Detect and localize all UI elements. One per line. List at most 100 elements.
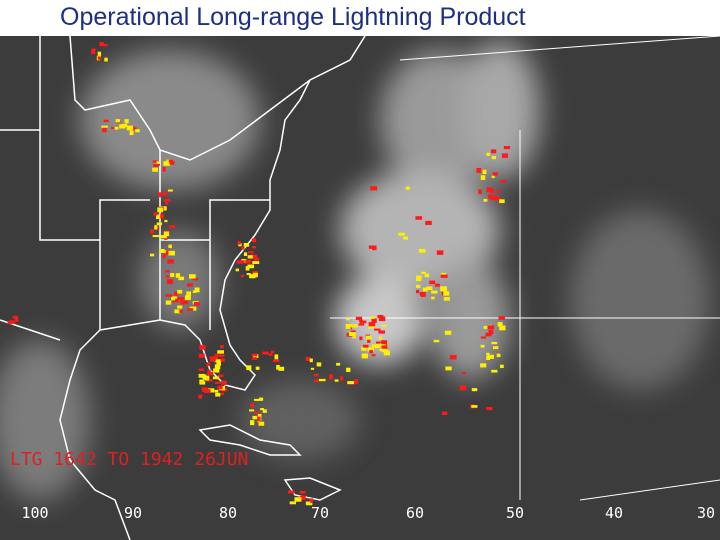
lightning-strike xyxy=(444,330,452,335)
lightning-strike xyxy=(210,357,216,362)
slide-title: Operational Long-range Lightning Product xyxy=(60,3,526,31)
lightning-strike xyxy=(491,156,496,160)
lightning-strike xyxy=(370,316,375,320)
longitude-label: 80 xyxy=(219,504,237,522)
lightning-strike xyxy=(163,161,171,166)
lightning-strike xyxy=(246,273,251,276)
lightning-strike xyxy=(243,252,248,257)
lightning-strike xyxy=(198,368,204,371)
lightning-strike xyxy=(207,369,211,372)
lightning-strike xyxy=(185,295,191,300)
longitude-label: 60 xyxy=(406,504,424,522)
lightning-strike xyxy=(316,362,322,367)
lightning-strike xyxy=(345,324,351,329)
lightning-strike xyxy=(351,324,358,328)
lightning-strike xyxy=(156,222,163,226)
lightning-strike xyxy=(246,365,252,371)
lightning-strike xyxy=(416,276,422,282)
lightning-strike xyxy=(254,411,260,414)
lightning-strike xyxy=(329,374,334,380)
lightning-strike xyxy=(278,366,285,371)
lightning-strike xyxy=(487,354,494,359)
lightning-strike xyxy=(276,365,280,370)
lightning-strike xyxy=(442,411,448,415)
longitude-labels: 100 90 80 70 60 50 40 30 xyxy=(21,504,715,522)
lightning-strike xyxy=(239,260,245,264)
lightning-strike xyxy=(236,260,242,264)
lightning-strike xyxy=(169,225,176,228)
lightning-strike xyxy=(273,359,280,362)
lightning-strike xyxy=(99,42,104,47)
lightning-strike xyxy=(204,375,210,381)
lightning-strike xyxy=(163,231,170,237)
lightning-strike xyxy=(175,273,181,278)
lightning-strike xyxy=(214,381,221,385)
lightning-strike xyxy=(254,398,261,401)
lightning-strike xyxy=(252,415,258,420)
lightning-strike xyxy=(250,403,255,408)
lightning-strike xyxy=(440,272,447,277)
lightning-strike xyxy=(478,189,482,195)
lightning-strike xyxy=(12,315,19,319)
lightning-strike xyxy=(162,191,168,196)
lightning-strike xyxy=(150,253,155,257)
lightning-strike xyxy=(198,353,205,358)
lightning-strike xyxy=(305,356,311,361)
lightning-strike xyxy=(251,238,257,243)
longitude-label: 90 xyxy=(124,504,142,522)
lightning-strike xyxy=(299,490,306,494)
lightning-strike xyxy=(368,245,375,249)
lightning-strike xyxy=(369,350,373,354)
lightning-strike xyxy=(358,323,365,326)
lat-lon-grid xyxy=(330,36,720,501)
lightning-strike xyxy=(253,272,258,278)
lightning-strike xyxy=(486,187,492,193)
lightning-strike xyxy=(486,352,490,356)
lightning-strike xyxy=(153,164,160,167)
lightning-strike xyxy=(221,380,227,386)
lightning-strike xyxy=(8,320,15,324)
lightning-strike xyxy=(318,378,326,382)
lightning-strike xyxy=(166,279,174,285)
lightning-strike xyxy=(500,364,504,369)
lightning-strike xyxy=(471,388,478,392)
lightning-strike xyxy=(208,388,215,393)
coastlines xyxy=(0,36,366,540)
lightning-strike xyxy=(177,305,183,309)
lightning-strike xyxy=(206,379,213,382)
longitude-label: 70 xyxy=(311,504,329,522)
lightning-strike xyxy=(354,379,358,385)
lightning-strike xyxy=(480,336,487,339)
lightning-strike xyxy=(294,497,302,502)
lightning-strike xyxy=(97,51,102,57)
lightning-strike xyxy=(238,243,242,247)
lightning-strike xyxy=(440,274,448,278)
lightning-strike xyxy=(497,322,503,327)
lightning-strike xyxy=(156,214,161,220)
lightning-strike xyxy=(346,367,351,373)
lightning-strike xyxy=(250,420,255,426)
lightning-strike xyxy=(445,366,452,371)
lightning-strike xyxy=(371,344,378,348)
lightning-strike xyxy=(366,335,372,340)
lightning-strike xyxy=(503,146,511,150)
lightning-strike xyxy=(251,356,257,360)
lightning-strike xyxy=(256,416,261,422)
lightning-strike xyxy=(375,344,381,349)
lightning-strike xyxy=(114,126,119,130)
lightning-strike xyxy=(250,254,258,259)
lightning-strike xyxy=(198,394,203,399)
lightning-strike xyxy=(491,175,495,179)
lightning-strike xyxy=(424,273,430,278)
lightning-strike xyxy=(378,330,386,334)
lightning-strike xyxy=(405,186,410,190)
lightning-strike xyxy=(119,124,126,129)
lightning-strike xyxy=(433,339,440,343)
lightning-strike xyxy=(496,353,501,358)
lightning-strike xyxy=(487,325,495,330)
lightning-strike xyxy=(194,287,200,293)
lightning-strike xyxy=(91,48,96,52)
lightning-strike xyxy=(498,316,505,320)
lightning-strike xyxy=(241,246,245,250)
lightning-strike xyxy=(289,501,296,505)
